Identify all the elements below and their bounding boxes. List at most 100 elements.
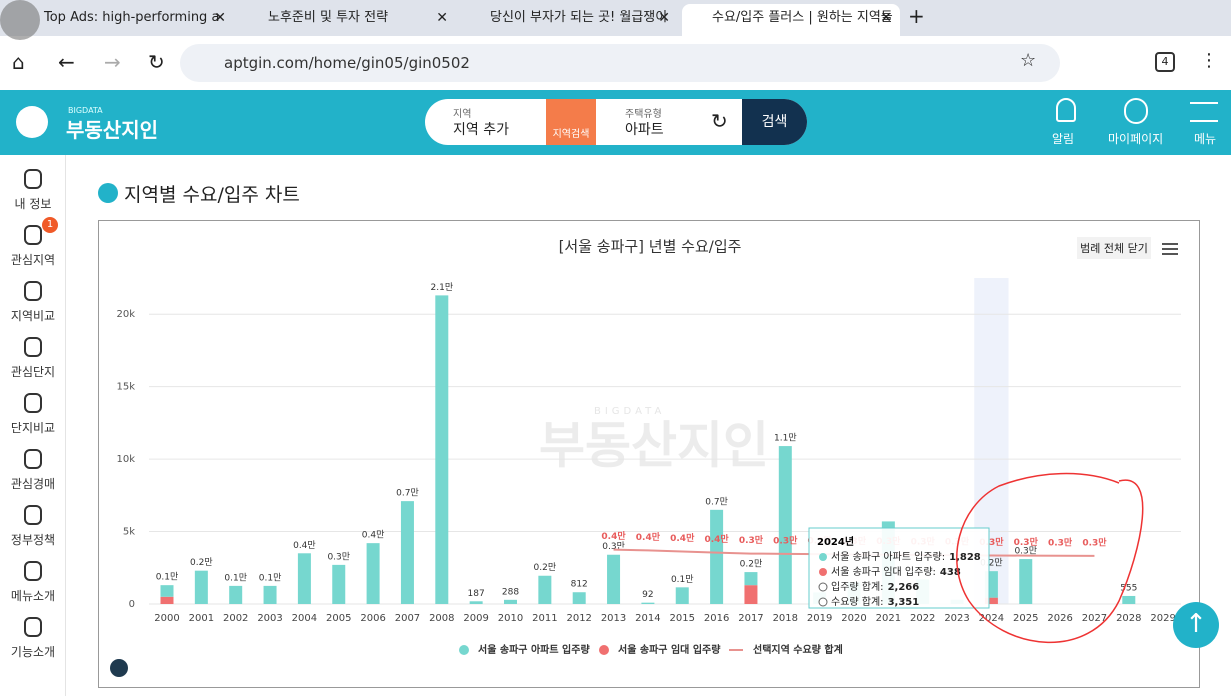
tab-count-text: 4 [1161, 55, 1169, 68]
mypage[interactable]: 마이페이지 [1108, 132, 1164, 146]
x-tick-label: 2012 [566, 613, 591, 624]
tooltip-dot [818, 582, 828, 592]
sidebar-item[interactable]: 메뉴소개 [0, 559, 66, 604]
x-tick-label: 2028 [1116, 613, 1141, 624]
sidebar-item[interactable]: 기능소개 [0, 615, 66, 660]
x-tick-label: 2006 [360, 613, 385, 624]
total-label: 0.4만 [362, 530, 385, 541]
sidebar-item[interactable]: 내 정보 [0, 167, 66, 212]
plot: 0 5k 10k 15k 20k 2000 2001 2002 2003 2004 2005 2006… [116, 278, 1181, 656]
alarm[interactable]: 알림 [1052, 132, 1075, 146]
tooltip-value: 1,828 [949, 552, 981, 563]
chart-menu[interactable] [1162, 243, 1178, 255]
total-label: 2.1만 [431, 282, 454, 293]
total-label: 1.1만 [774, 433, 797, 444]
sidebar-item[interactable]: 관심단지 [0, 335, 66, 380]
logo-icon [16, 106, 48, 138]
bar [778, 446, 792, 604]
sidebar-icon [24, 169, 42, 189]
x-tick-label: 2002 [223, 613, 248, 624]
tooltip-row: 입주량 합계: 2,266 [831, 580, 919, 593]
chart-box: [서울 송파구] 년별 수요/입주 범례 전체 닫기 BIGDATA 부동산지인… [98, 220, 1200, 688]
site-header: BIGDATA 부동산지인 지역 지역 추가 지역검색 주택유형 아파트 ↻ 검… [0, 90, 1231, 155]
sidebar-item[interactable]: 지역비교 [0, 279, 66, 324]
total-label: 812 [571, 580, 588, 590]
tooltip-title: 2024년 [817, 535, 854, 548]
total-label: 0.7만 [705, 496, 728, 507]
x-tick-label: 2027 [1082, 613, 1107, 624]
new-tab[interactable]: + [908, 4, 925, 28]
sidebar-icon [24, 449, 42, 469]
bookmark[interactable]: ☆ [1020, 50, 1037, 71]
home[interactable]: ⌂ [12, 50, 25, 74]
bar [229, 585, 243, 604]
reload[interactable]: ↻ [148, 50, 165, 74]
sidebar-icon [24, 561, 42, 581]
address-bar: ⌂ ← → ↻ aptgin.com/home/gin05/gin0502 ☆ … [0, 36, 1231, 90]
legend-toggle[interactable]: 범례 전체 닫기 [1080, 242, 1148, 255]
x-tick-label: 2014 [635, 613, 660, 624]
total-label: 0.2만 [980, 558, 1003, 569]
bar [263, 585, 277, 604]
x-tick-label: 2024 [979, 613, 1004, 624]
menu[interactable]: 메뉴 [1194, 132, 1217, 146]
tab[interactable]: 노후준비 및 투자 전략 ✕ [268, 10, 448, 26]
x-tick-label: 2005 [326, 613, 351, 624]
tab[interactable]: Top Ads: high-performing a ✕ [44, 10, 226, 26]
tab[interactable]: 수요/입주 플러스 | 원하는 지역들 ✕ [682, 4, 900, 36]
search-button[interactable]: 검색 [742, 99, 807, 145]
tooltip-row: 서울 송파구 아파트 입주량: 1,828 [831, 550, 981, 563]
x-tick-label: 2018 [773, 613, 798, 624]
region-value[interactable]: 지역 추가 [453, 122, 509, 138]
logo[interactable]: 부동산지인 [66, 118, 158, 142]
total-label: 0.1만 [671, 574, 694, 585]
sidebar-label: 메뉴소개 [10, 589, 56, 603]
x-tick-label: 2019 [807, 613, 832, 624]
x-tick-label: 2011 [532, 613, 557, 624]
url: aptgin.com/home/gin05/gin0502 [224, 54, 470, 72]
bar [435, 295, 449, 604]
sidebar-item[interactable]: 관심지역 1 [0, 217, 66, 268]
region-search[interactable]: 지역검색 [546, 99, 596, 145]
sidebar-icon [24, 393, 42, 413]
x-tick-label: 2026 [1047, 613, 1072, 624]
tooltip-label: 입주량 합계: [831, 580, 884, 593]
bar [160, 596, 174, 604]
bar [744, 585, 758, 604]
x-tick-label: 2007 [395, 613, 420, 624]
x-tick-label: 2004 [292, 613, 317, 624]
x-tick-label: 2009 [463, 613, 488, 624]
url-field[interactable]: aptgin.com/home/gin05/gin0502 [180, 44, 1060, 82]
x-tick-label: 2003 [257, 613, 282, 624]
reset[interactable]: ↻ [711, 109, 728, 133]
total-label: 288 [502, 587, 519, 597]
x-tick-label: 2022 [910, 613, 935, 624]
footer-logo [110, 659, 128, 677]
sidebar-item[interactable]: 단지비교 [0, 391, 66, 436]
tab-title: 노후준비 및 투자 전략 [268, 10, 389, 25]
legend-toggle-bg[interactable] [1077, 237, 1151, 259]
tab-title: 당신이 부자가 되는 곳! 월급쟁이 [490, 10, 668, 25]
tab[interactable]: 당신이 부자가 되는 곳! 월급쟁이 ✕ [490, 10, 670, 26]
sidebar-label: 지역비교 [10, 309, 56, 323]
tab-count[interactable]: 4 [1155, 52, 1175, 72]
sidebar-icon [24, 281, 42, 301]
bar [641, 602, 655, 604]
sidebar-icon [24, 505, 42, 525]
edit-overlay[interactable] [0, 0, 40, 40]
alarm-icon [1056, 98, 1076, 122]
more[interactable]: ⋮ [1200, 50, 1218, 71]
line-label: 0.4만 [636, 531, 661, 543]
bar [607, 554, 621, 604]
sidebar-item[interactable]: 정부정책 [0, 503, 66, 548]
scroll-top[interactable]: ↑ [1173, 602, 1219, 648]
line-label: 0.4만 [704, 533, 729, 545]
y-tick-label: 20k [116, 309, 135, 320]
bar [194, 570, 208, 604]
x-tick-label: 2010 [498, 613, 523, 624]
sidebar-item[interactable]: 관심경매 [0, 447, 66, 492]
forward[interactable]: → [104, 50, 121, 74]
back[interactable]: ← [58, 50, 75, 74]
type-value[interactable]: 아파트 [625, 122, 664, 138]
